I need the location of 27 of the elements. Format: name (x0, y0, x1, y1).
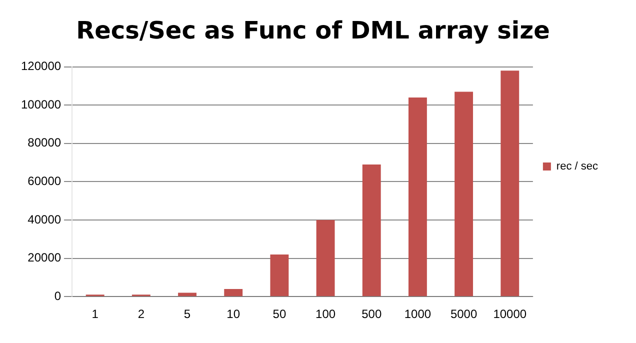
bar (224, 288, 243, 296)
x-tick-label: 10000 (493, 307, 527, 322)
x-tick-label: 500 (362, 307, 382, 322)
x-tick-label: 10 (226, 307, 240, 322)
y-tick-label: 120000 (20, 59, 62, 74)
x-tick-label: 5000 (450, 307, 478, 322)
bar (454, 92, 474, 296)
y-tick-label: 40000 (28, 212, 62, 226)
y-tick-label: 0 (54, 288, 62, 303)
x-tick-label: 1000 (404, 307, 432, 322)
x-tick-label: 100 (316, 307, 336, 322)
bar (178, 292, 196, 296)
bar (500, 70, 520, 296)
x-tick-label: 1 (92, 307, 99, 322)
y-tick-label: 100000 (20, 97, 62, 112)
y-tick-label: 20000 (28, 250, 62, 265)
bar (316, 220, 335, 296)
y-tick-label: 80000 (28, 136, 62, 150)
x-tick-label: 5 (184, 307, 191, 322)
x-tick-label: 50 (272, 307, 286, 322)
bar (270, 254, 289, 296)
chart-title: Recs/Sec as Func of DML array size (76, 16, 550, 45)
x-tick-label: 2 (138, 307, 145, 322)
bar (362, 164, 381, 296)
bar (408, 97, 427, 296)
y-tick-label: 60000 (28, 174, 62, 188)
legend-label: rec / sec (556, 160, 598, 173)
